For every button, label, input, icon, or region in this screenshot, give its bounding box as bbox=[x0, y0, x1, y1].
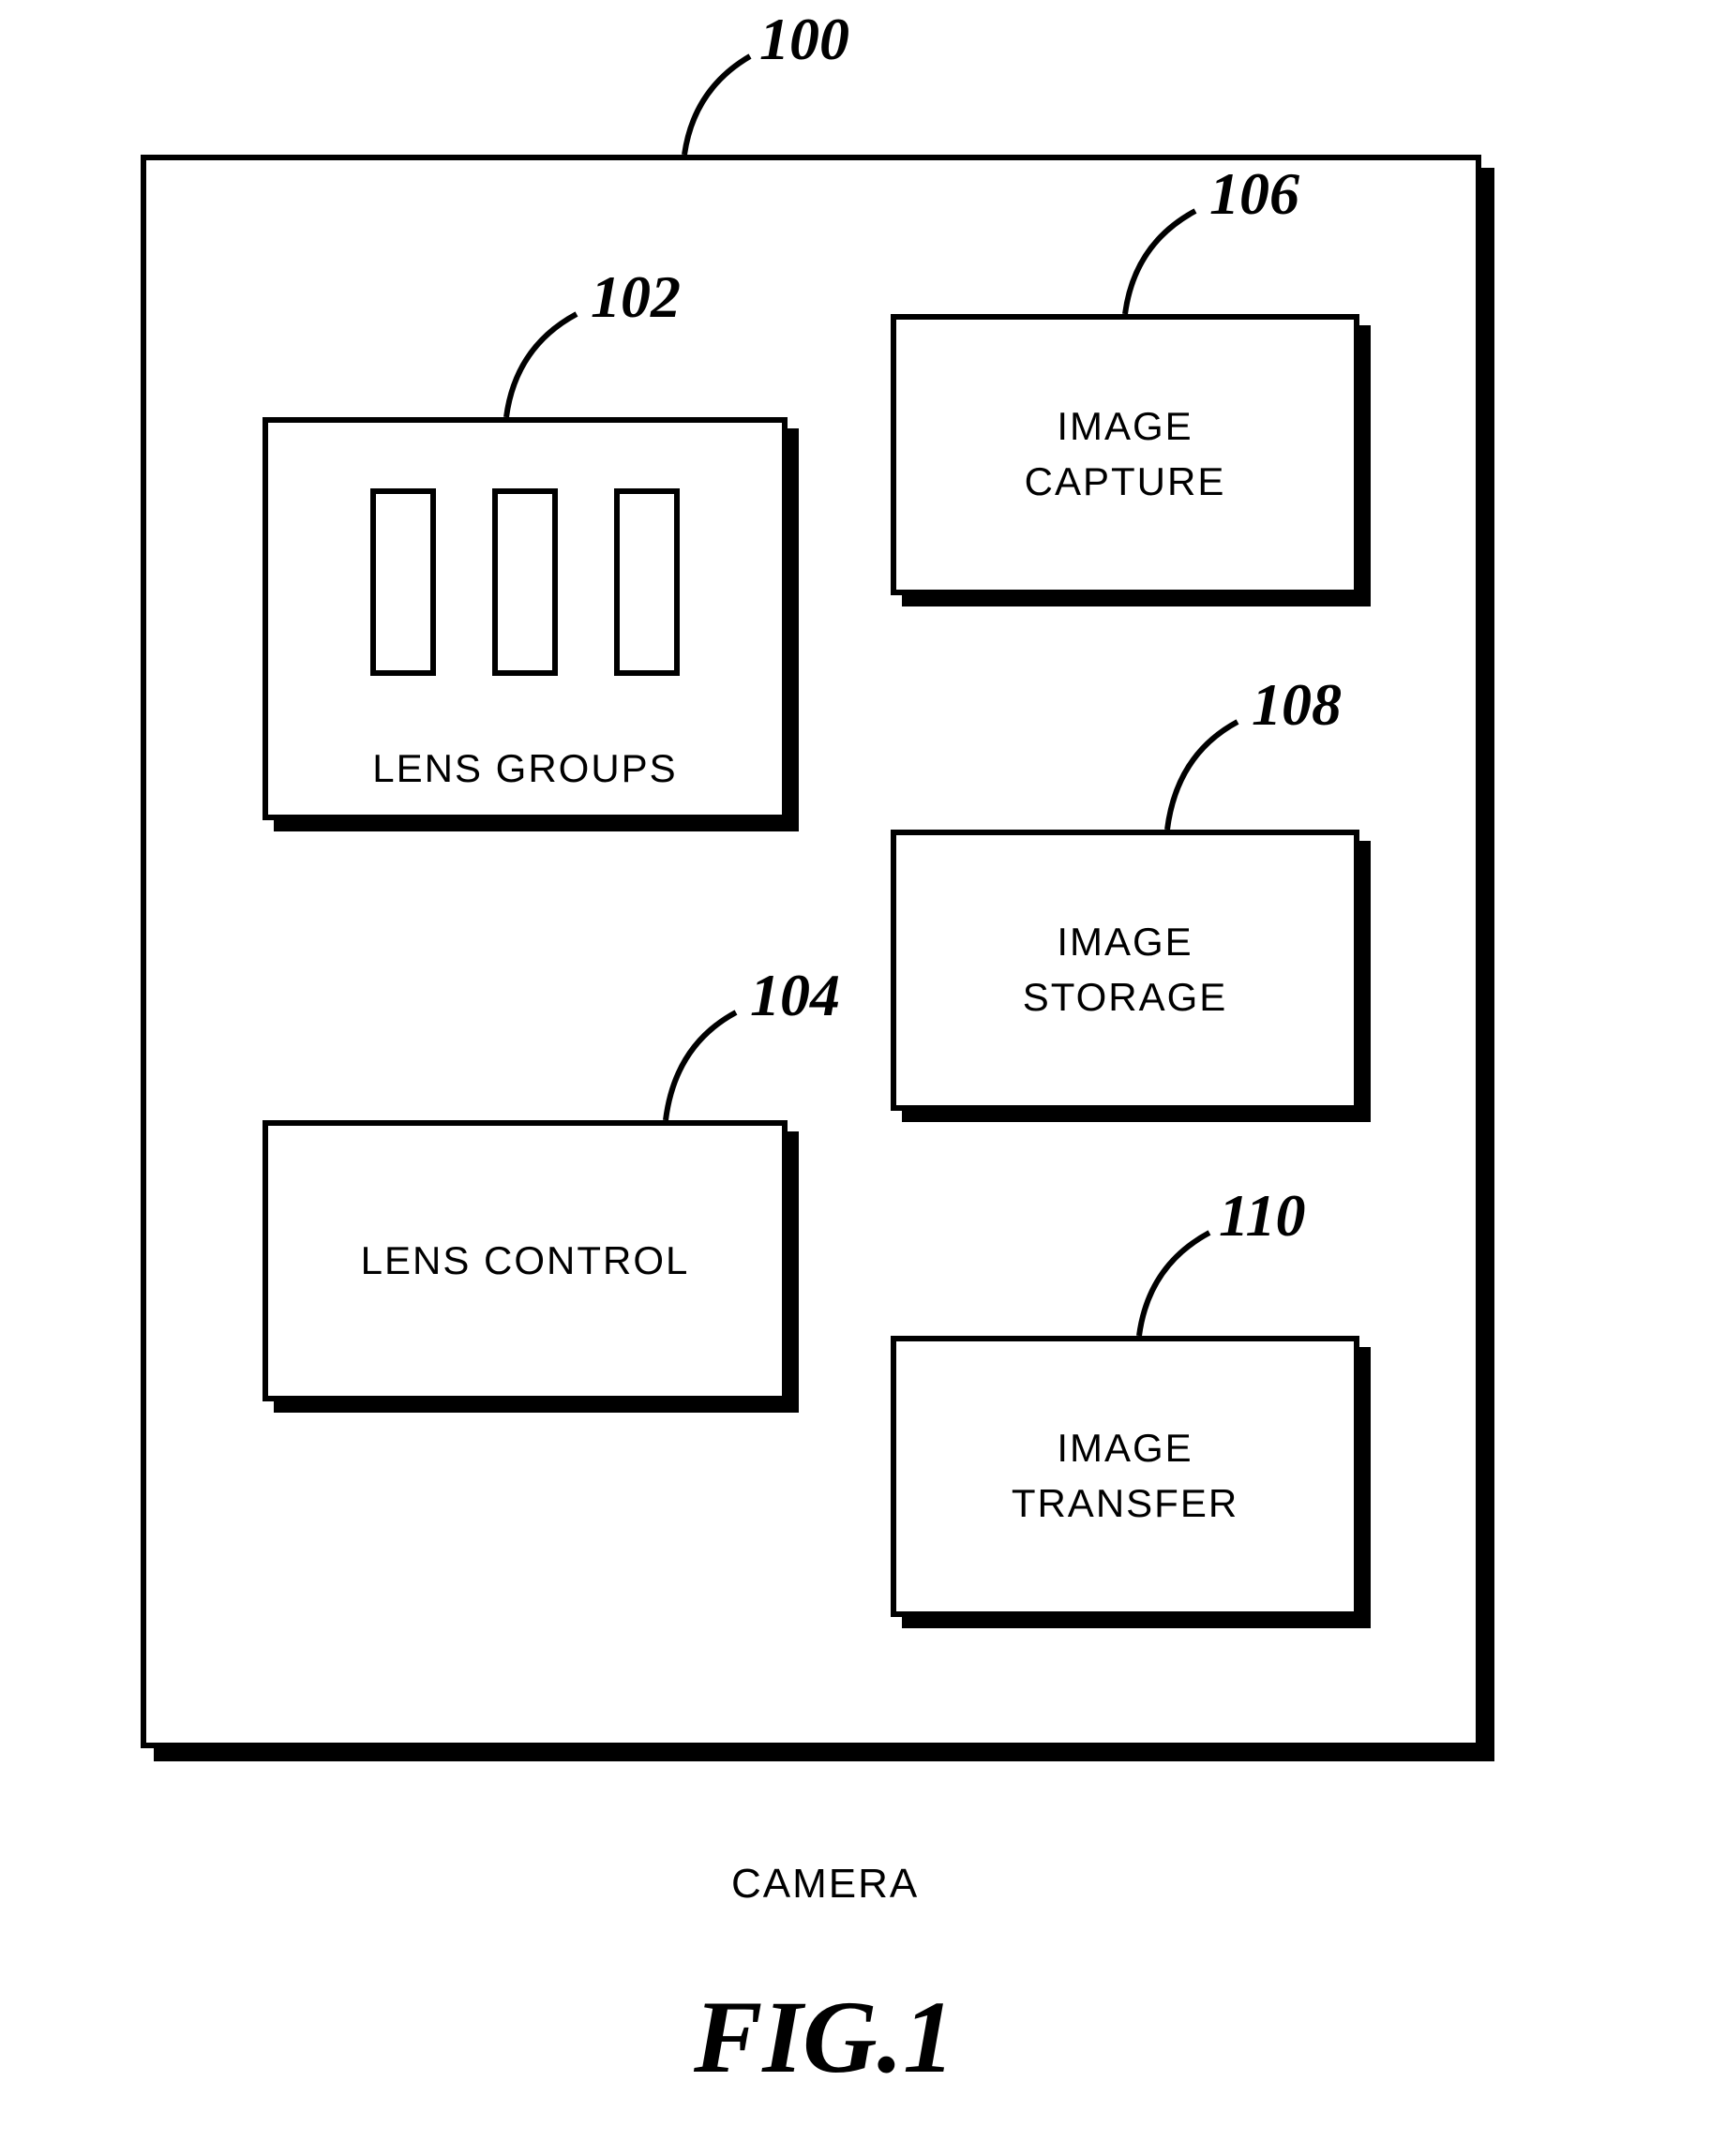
lens-elements-row bbox=[370, 488, 680, 676]
image-transfer-label: IMAGE TRANSFER bbox=[1012, 1421, 1238, 1532]
figure-label: FIG.1 bbox=[694, 1978, 954, 2097]
lens-element bbox=[370, 488, 436, 676]
lens-groups-label: LENS GROUPS bbox=[372, 741, 677, 797]
ref-label-106: 106 bbox=[1209, 159, 1299, 229]
ref-label-110: 110 bbox=[1219, 1181, 1305, 1250]
image-storage-label: IMAGE STORAGE bbox=[1023, 915, 1228, 1026]
image-capture-box: IMAGE CAPTURE bbox=[891, 314, 1359, 595]
ref-label-104: 104 bbox=[750, 961, 840, 1030]
camera-block-diagram: 100 LENS GROUPS 102 LENS CONTROL 104 IMA… bbox=[141, 155, 1481, 1748]
image-storage-box: IMAGE STORAGE bbox=[891, 830, 1359, 1111]
lens-control-label: LENS CONTROL bbox=[361, 1234, 690, 1289]
image-transfer-box: IMAGE TRANSFER bbox=[891, 1336, 1359, 1617]
ref-label-100: 100 bbox=[759, 5, 849, 74]
diagram-caption: CAMERA bbox=[731, 1861, 919, 1908]
ref-label-102: 102 bbox=[591, 262, 681, 332]
lens-element bbox=[614, 488, 680, 676]
lens-groups-box: LENS GROUPS bbox=[263, 417, 788, 820]
ref-label-108: 108 bbox=[1252, 670, 1342, 740]
lens-control-box: LENS CONTROL bbox=[263, 1120, 788, 1401]
image-capture-label: IMAGE CAPTURE bbox=[1025, 399, 1226, 510]
lens-element bbox=[492, 488, 558, 676]
